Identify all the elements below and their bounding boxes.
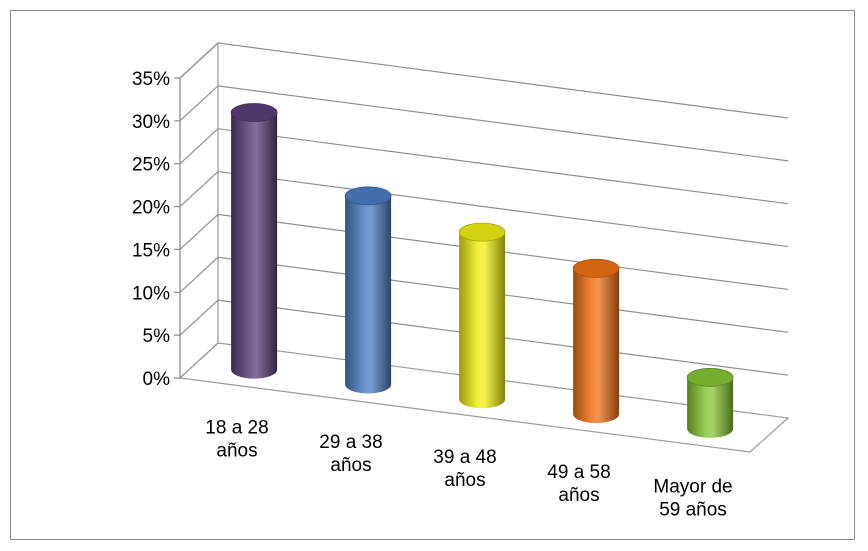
gridline xyxy=(179,85,789,162)
y-tick-label: 0% xyxy=(143,369,171,390)
y-tick-label: 10% xyxy=(132,283,170,304)
y-tick-label: 20% xyxy=(132,198,170,219)
gridlines xyxy=(179,42,789,376)
x-category-label: Mayor de 59 años xyxy=(653,477,732,521)
bar-top xyxy=(344,186,392,206)
bar-2 xyxy=(344,186,392,394)
bar-top xyxy=(686,368,734,387)
x-category-label: 18 a 28 años xyxy=(205,417,268,461)
bar-5 xyxy=(686,368,734,438)
y-tick-label: 25% xyxy=(132,155,170,176)
x-category-label: 49 a 58 años xyxy=(547,462,610,506)
bars xyxy=(230,103,734,438)
bar-body xyxy=(345,195,392,394)
bar-top xyxy=(458,222,506,242)
chart-frame xyxy=(10,10,855,540)
y-tick-label: 35% xyxy=(132,69,170,90)
bar-body xyxy=(231,112,278,379)
y-tick-label: 5% xyxy=(143,326,171,347)
bar-3 xyxy=(458,222,506,409)
bar-top xyxy=(572,258,620,278)
bar-top xyxy=(230,103,278,122)
gridline xyxy=(179,128,789,205)
gridline xyxy=(179,42,789,119)
bar-4 xyxy=(572,258,620,424)
y-axis: 0% 5% 10% 15% 20% 25% 30% 35% xyxy=(132,69,181,390)
bar-1 xyxy=(230,103,278,379)
x-category-label: 39 a 48 años xyxy=(433,447,496,491)
y-tick-label: 30% xyxy=(132,112,170,133)
bar-body xyxy=(459,232,506,409)
x-category-label: 29 a 38 años xyxy=(319,432,382,476)
floor xyxy=(178,342,790,453)
side-wall xyxy=(179,41,219,380)
bar-body xyxy=(573,268,620,424)
y-tick-label: 15% xyxy=(132,240,170,261)
gridline xyxy=(179,170,789,248)
bar-body xyxy=(687,377,734,438)
x-axis-labels: 18 a 28 años 29 a 38 años 39 a 48 años 49 a 58… xyxy=(205,417,732,520)
